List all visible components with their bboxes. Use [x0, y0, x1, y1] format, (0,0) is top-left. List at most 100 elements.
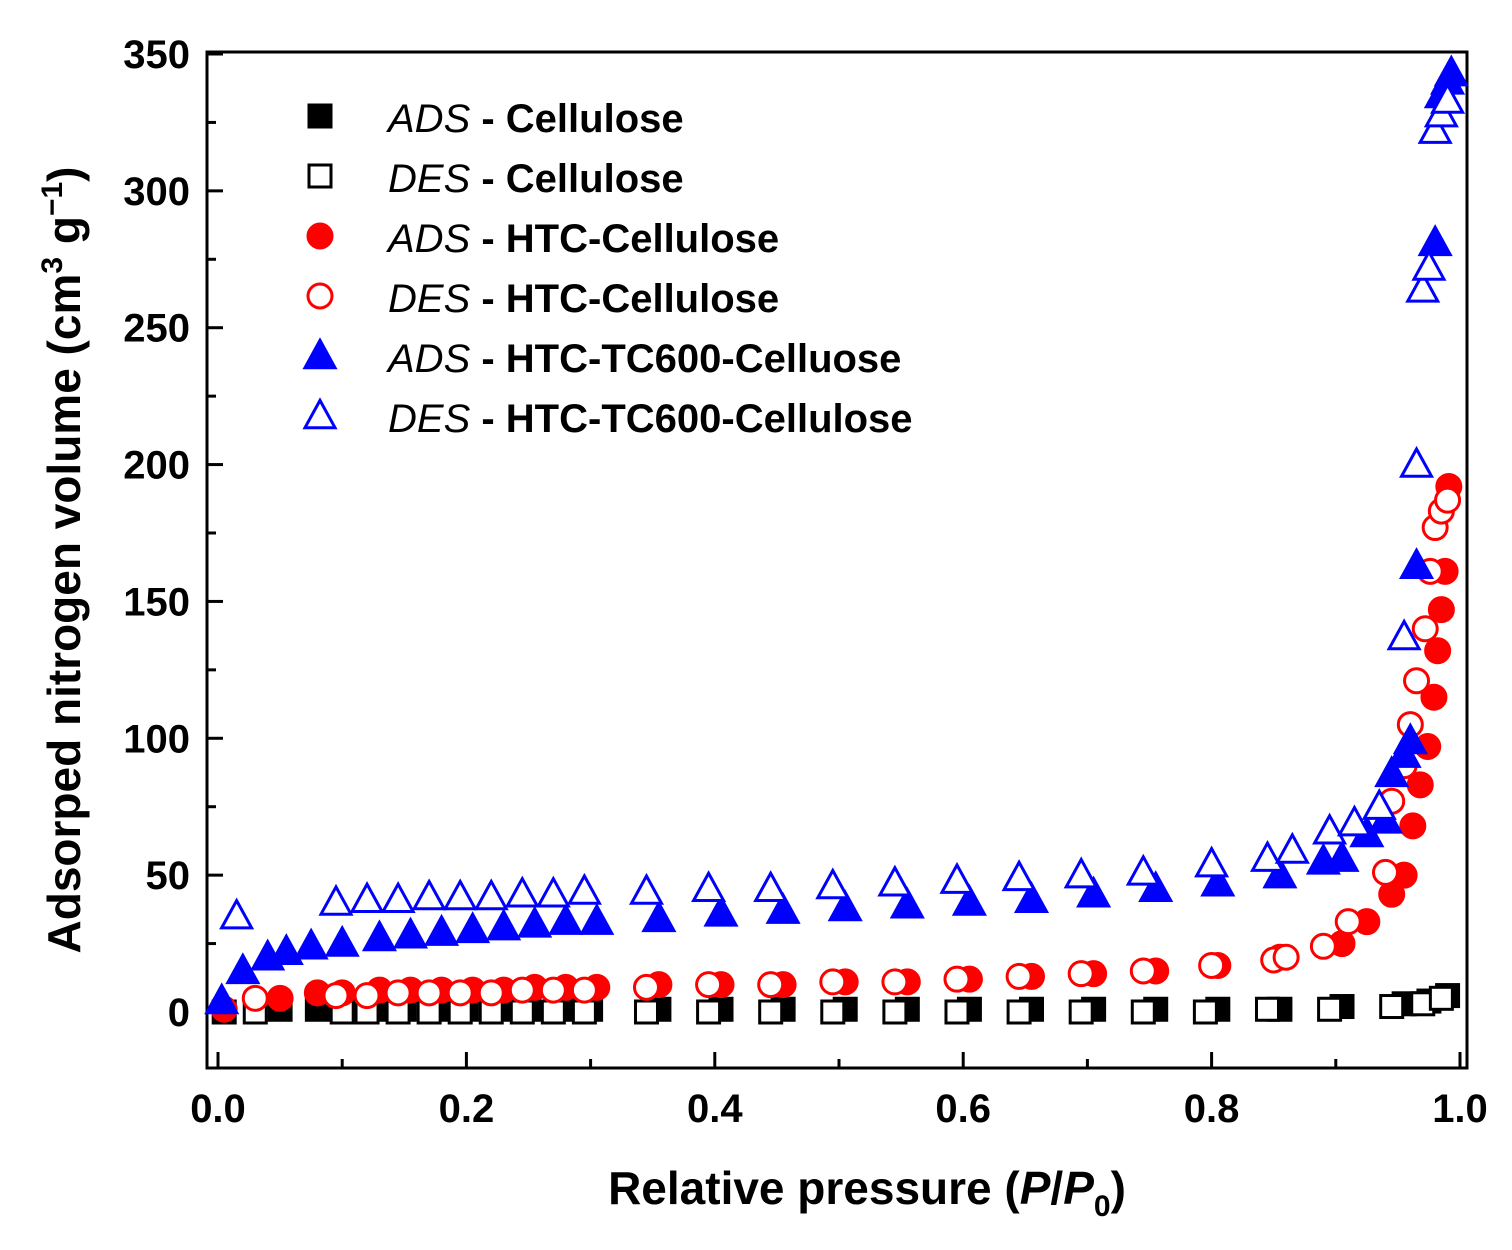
- data-point: [827, 889, 863, 922]
- data-point: [1254, 996, 1280, 1022]
- legend-marker: [307, 163, 333, 189]
- data-point: [944, 999, 970, 1025]
- legend-entry-label: DES - Cellulose: [388, 157, 684, 201]
- data-point: [1411, 248, 1447, 281]
- series-3: [241, 486, 1462, 1012]
- data-point: [1417, 111, 1453, 144]
- data-point: [384, 979, 412, 1007]
- y-tick-label: 250: [123, 307, 190, 351]
- data-point: [1076, 875, 1112, 908]
- data-point: [1272, 943, 1300, 971]
- legend-entry-label: DES - HTC-TC600-Cellulose: [388, 397, 913, 441]
- data-point: [691, 870, 727, 903]
- data-point: [939, 861, 975, 894]
- data-point: [628, 872, 665, 905]
- data-point: [1317, 996, 1343, 1022]
- legend-entry-label: ADS - HTC-TC600-Celluose: [386, 337, 901, 381]
- data-point: [1063, 856, 1099, 889]
- data-point: [1262, 856, 1298, 889]
- y-tick-label: 200: [123, 444, 190, 488]
- data-point: [579, 902, 615, 935]
- y-tick-label: 300: [123, 170, 190, 214]
- data-point: [1005, 962, 1033, 990]
- data-point: [539, 976, 567, 1004]
- data-point: [1309, 932, 1337, 960]
- x-tick-label: 0.0: [190, 1087, 246, 1131]
- x-tick-label: 0.6: [935, 1087, 991, 1131]
- data-point: [517, 905, 553, 938]
- data-point: [632, 973, 660, 1001]
- data-point: [1392, 722, 1428, 755]
- data-point: [753, 870, 789, 903]
- data-point: [1434, 486, 1462, 514]
- data-point: [1125, 853, 1161, 886]
- data-point: [765, 892, 801, 924]
- x-tick-label: 0.4: [687, 1087, 743, 1131]
- data-point: [1006, 999, 1032, 1025]
- data-point: [1424, 637, 1452, 665]
- data-point: [1403, 667, 1431, 695]
- legend-marker: [306, 282, 334, 310]
- data-point: [571, 999, 597, 1025]
- legend-entry-label: ADS - HTC-Cellulose: [386, 217, 779, 261]
- legend-marker: [302, 337, 338, 370]
- legend: ADS - Cellulose DES - Cellulose ADS - HTC-…: [302, 97, 913, 441]
- data-point: [540, 999, 566, 1025]
- data-point: [322, 982, 350, 1010]
- data-point: [1371, 858, 1399, 886]
- data-point: [1138, 870, 1174, 903]
- data-point: [1067, 960, 1095, 988]
- x-tick-label: 0.2: [439, 1087, 495, 1131]
- data-point: [877, 864, 913, 897]
- data-point: [757, 971, 785, 999]
- data-point: [1068, 999, 1094, 1025]
- data-point: [1386, 618, 1422, 651]
- data-point: [1398, 547, 1435, 580]
- data-point: [1427, 596, 1455, 624]
- data-point: [703, 894, 739, 927]
- data-point: [1399, 812, 1427, 840]
- data-point: [1194, 845, 1230, 878]
- data-point: [819, 968, 847, 996]
- data-point: [241, 984, 269, 1012]
- y-axis-title: Adsorped nitrogen volume (cm3 g−1): [36, 167, 90, 954]
- data-point: [411, 878, 447, 911]
- data-point: [1361, 787, 1397, 820]
- data-point: [424, 913, 460, 946]
- data-point: [820, 999, 846, 1025]
- data-point: [815, 867, 851, 900]
- data-point: [548, 902, 584, 935]
- data-point: [570, 976, 598, 1004]
- data-point: [881, 968, 909, 996]
- data-point: [477, 979, 505, 1007]
- data-point: [1249, 840, 1286, 872]
- data-point: [1336, 804, 1372, 837]
- plot-area-frame: [205, 50, 1469, 1070]
- data-point: [225, 952, 261, 985]
- legend-entry-label: DES - HTC-Cellulose: [388, 277, 779, 321]
- data-point: [641, 900, 677, 933]
- data-point: [266, 984, 294, 1012]
- data-point: [943, 965, 971, 993]
- data-point: [1430, 81, 1466, 114]
- data-point: [268, 933, 304, 965]
- data-point: [446, 979, 474, 1007]
- data-point: [1130, 999, 1156, 1025]
- legend-marker: [306, 222, 334, 250]
- data-point: [455, 911, 491, 944]
- x-tick-label: 0.8: [1184, 1087, 1240, 1131]
- data-point: [504, 875, 540, 908]
- data-point: [293, 927, 329, 960]
- data-point: [219, 897, 255, 930]
- data-point: [204, 982, 240, 1015]
- data-point: [696, 999, 722, 1025]
- legend-entry-label: ADS - Cellulose: [386, 97, 684, 141]
- y-tick-label: 150: [123, 580, 190, 624]
- y-tick-label: 0: [168, 991, 190, 1035]
- data-point: [633, 999, 659, 1025]
- data-point: [951, 883, 987, 916]
- data-point: [1379, 994, 1405, 1020]
- data-point: [1417, 224, 1453, 257]
- data-point: [1324, 840, 1360, 872]
